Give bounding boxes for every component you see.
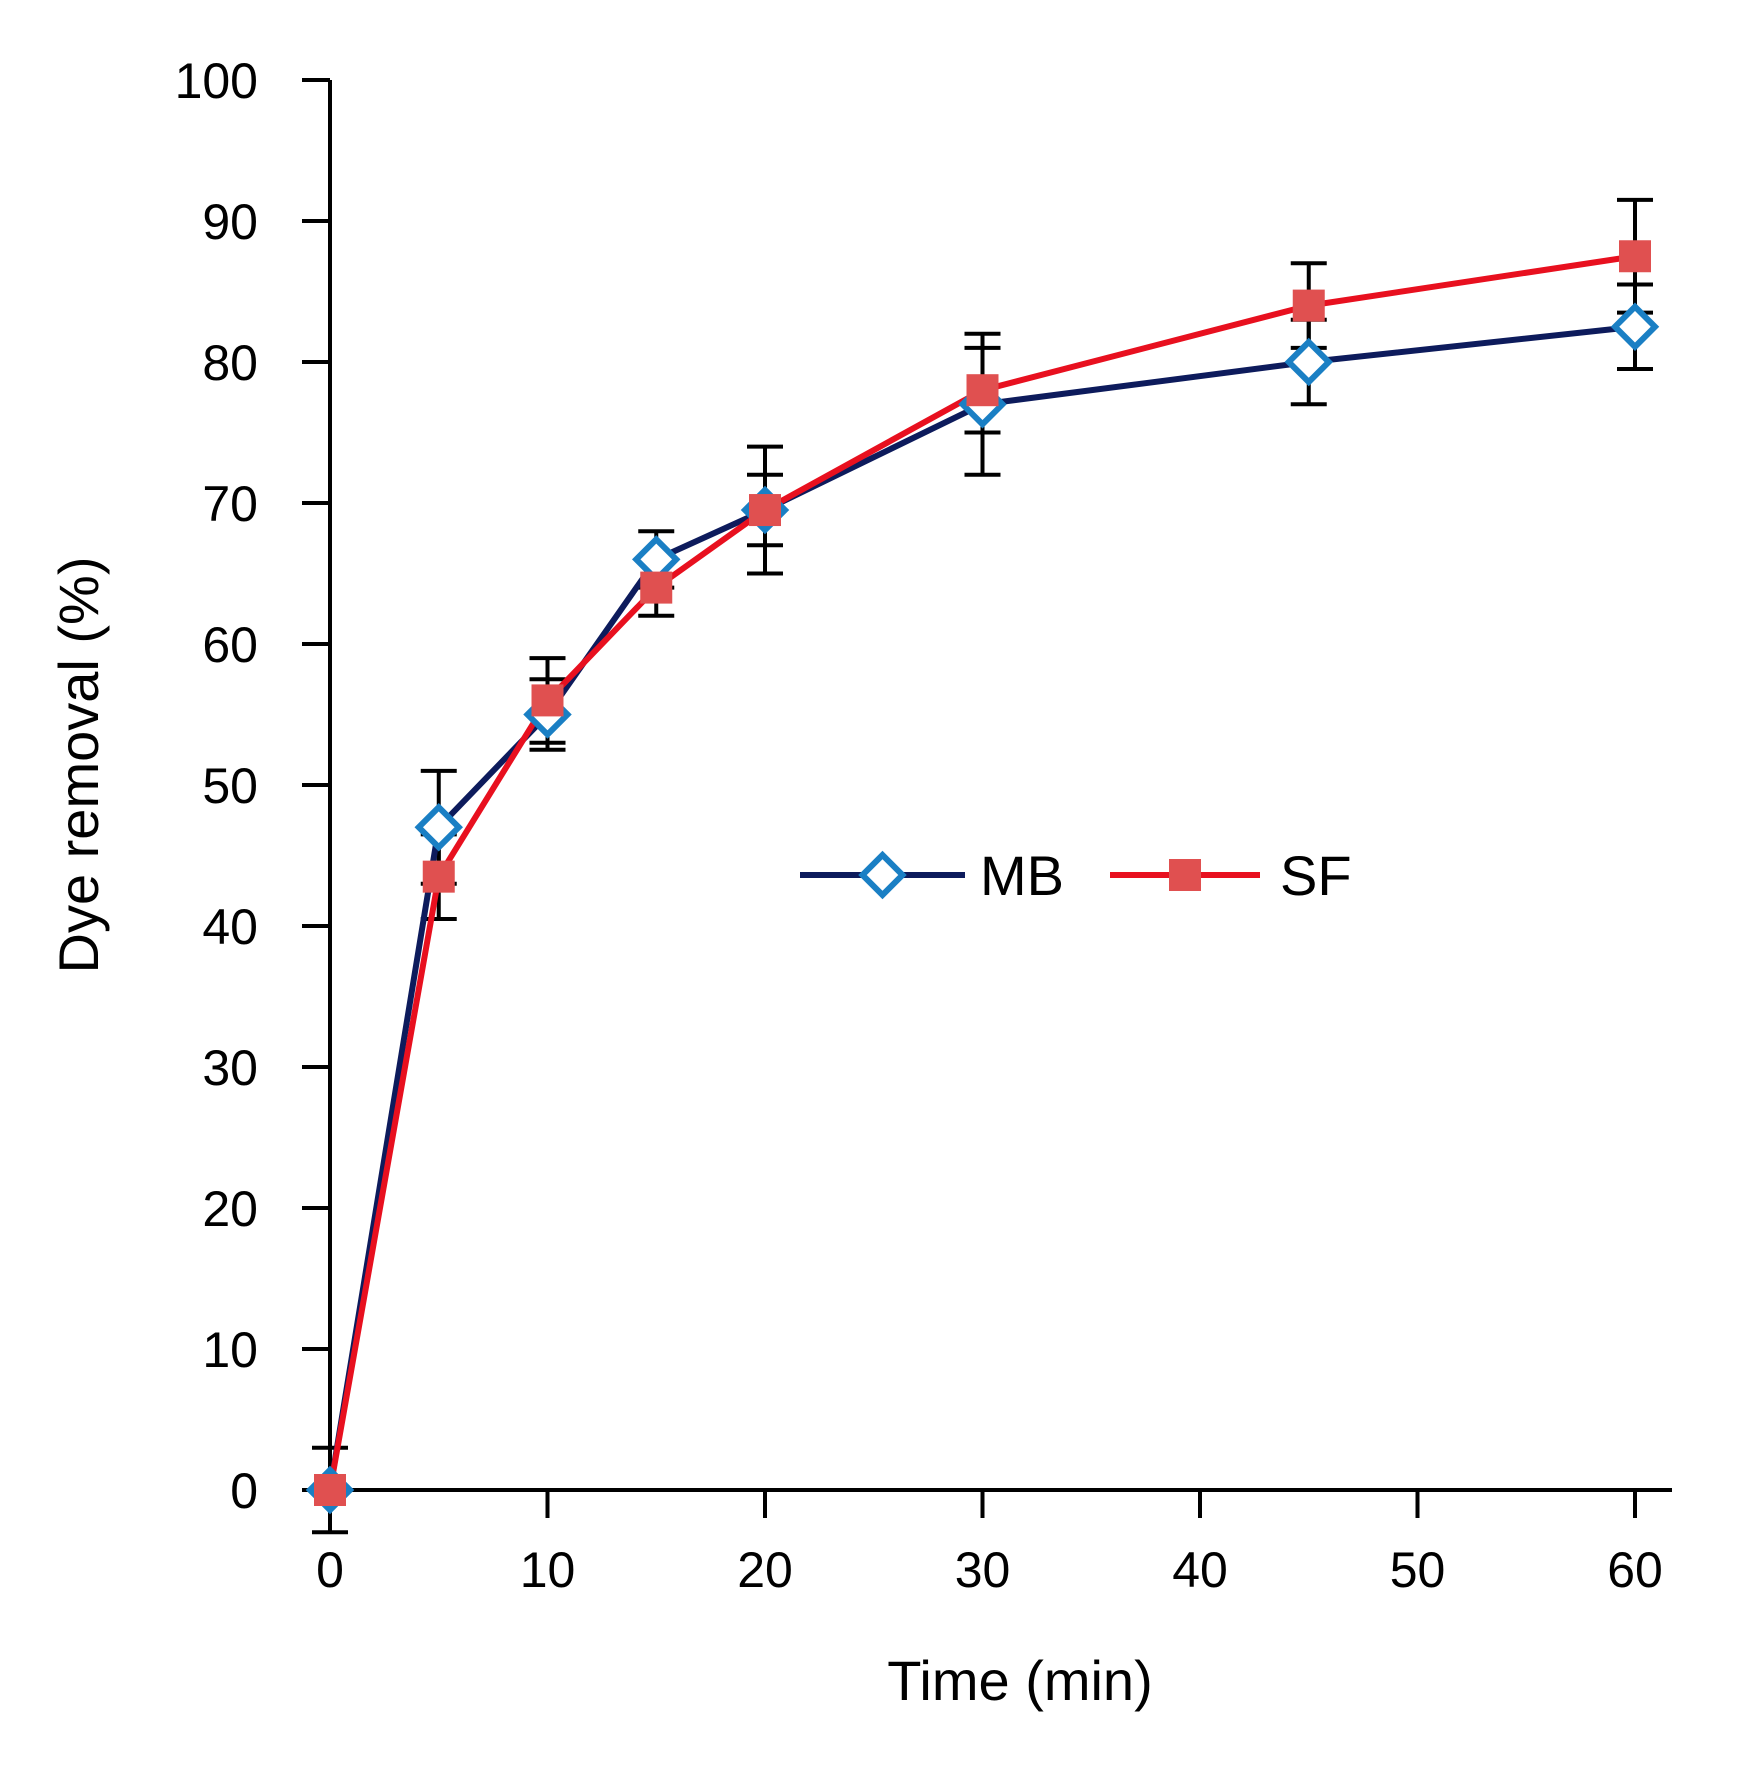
y-tick-label: 100 bbox=[175, 53, 258, 109]
x-tick-label: 20 bbox=[737, 1542, 793, 1598]
x-tick-label: 60 bbox=[1607, 1542, 1663, 1598]
data-point-mb bbox=[1284, 337, 1333, 387]
series-line-sf bbox=[327, 253, 1636, 1491]
y-tick-label: 80 bbox=[202, 335, 258, 391]
series-line-mb bbox=[327, 323, 1636, 1491]
y-tick-label: 60 bbox=[202, 617, 258, 673]
y-tick-label: 40 bbox=[202, 899, 258, 955]
data-point-sf bbox=[749, 494, 781, 527]
legend-label-sf: SF bbox=[1280, 844, 1352, 907]
legend-label-mb: MB bbox=[980, 844, 1064, 907]
data-point-sf bbox=[531, 684, 564, 717]
legend-marker-sf bbox=[1169, 859, 1201, 891]
y-tick-label: 90 bbox=[202, 194, 258, 250]
data-point-sf bbox=[1292, 289, 1325, 322]
x-tick-label: 40 bbox=[1172, 1542, 1228, 1598]
x-tick-label: 10 bbox=[520, 1542, 576, 1598]
y-tick-label: 50 bbox=[202, 758, 258, 814]
data-point-sf bbox=[640, 571, 673, 604]
data-point-sf bbox=[422, 860, 455, 893]
y-axis-ticks: 0 10 20 30 40 50 60 70 80 90 100 bbox=[175, 53, 330, 1519]
data-point-sf bbox=[314, 1474, 346, 1506]
series-lines bbox=[327, 253, 1636, 1491]
legend-marker-mb bbox=[858, 850, 907, 900]
data-point-sf bbox=[966, 374, 999, 407]
axes bbox=[328, 80, 1672, 1492]
x-tick-label: 30 bbox=[955, 1542, 1011, 1598]
y-axis-title: Dye removal (%) bbox=[47, 557, 110, 974]
series-markers bbox=[305, 240, 1660, 1515]
y-tick-label: 10 bbox=[202, 1322, 258, 1378]
y-tick-label: 70 bbox=[202, 476, 258, 532]
x-axis-ticks: 0 10 20 30 40 50 60 bbox=[316, 1490, 1663, 1598]
x-tick-label: 0 bbox=[316, 1542, 344, 1598]
legend: MB SF bbox=[800, 844, 1352, 907]
y-tick-label: 0 bbox=[230, 1463, 258, 1519]
data-point-mb bbox=[1610, 302, 1660, 351]
y-tick-label: 30 bbox=[202, 1040, 258, 1096]
x-tick-label: 50 bbox=[1390, 1542, 1446, 1598]
data-point-sf bbox=[1619, 240, 1651, 273]
y-tick-label: 20 bbox=[202, 1181, 258, 1237]
data-point-mb bbox=[414, 803, 463, 852]
x-axis-title: Time (min) bbox=[887, 1649, 1152, 1712]
